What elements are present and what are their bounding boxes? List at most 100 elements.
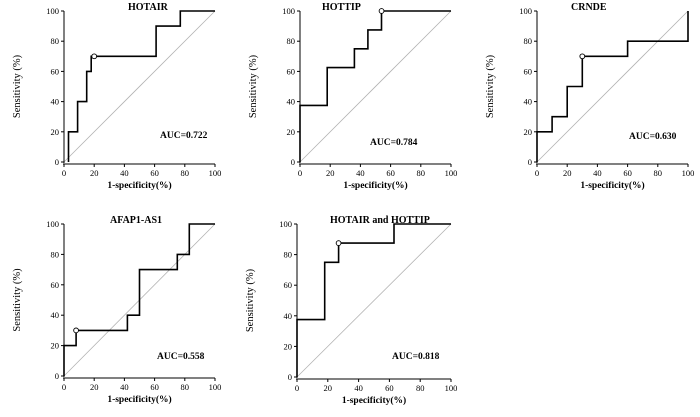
y-tick-label: 80	[287, 36, 296, 46]
y-tick-label: 80	[51, 36, 60, 46]
y-tick-label: 20	[51, 341, 60, 351]
roc-curve	[63, 223, 215, 376]
optimal-cutoff-point	[335, 240, 342, 246]
x-tick-label: 100	[209, 168, 222, 178]
y-tick-label: 0	[291, 157, 295, 167]
y-tick-label: 100	[519, 6, 532, 16]
y-tick-label: 100	[46, 219, 59, 229]
x-axis-label: 1-specificity(%)	[107, 180, 171, 191]
auc-label: AUC=0.558	[157, 352, 205, 362]
x-tick-label: 0	[62, 382, 66, 392]
x-tick-label: 100	[682, 168, 695, 178]
x-tick-label: 20	[90, 168, 99, 178]
auc-label: AUC=0.722	[160, 131, 208, 141]
chart-title: AFAP1-AS1	[110, 215, 162, 226]
y-tick-label: 0	[288, 372, 292, 382]
x-tick-label: 0	[295, 383, 299, 393]
y-tick-label: 40	[524, 97, 533, 107]
x-axis-label: 1-specificity(%)	[342, 395, 406, 406]
chart-title: HOTAIR and HOTTIP	[330, 215, 430, 226]
x-tick-label: 40	[356, 168, 365, 178]
roc-curve	[536, 11, 689, 162]
roc-panel-1: 0 20 40 60 80 100 0 20 40 60 80 100 HOTAIR AUC=0.722 1…	[12, 2, 221, 191]
x-tick-label: 0	[535, 168, 539, 178]
x-axis-label: 1-specificity(%)	[343, 180, 407, 191]
chart-title: HOTTIP	[322, 2, 361, 13]
auc-label: AUC=0.630	[629, 132, 677, 142]
y-tick-label: 20	[284, 341, 293, 351]
x-tick-label: 100	[209, 382, 222, 392]
y-tick-label: 0	[55, 157, 59, 167]
roc-panel-3: 0 20 40 60 80 100 0 20 40 60 80 100 CRNDE AUC=0.630 1-…	[485, 2, 694, 191]
roc-curve	[67, 10, 215, 162]
y-tick-label: 40	[51, 310, 60, 320]
y-tick-label: 60	[284, 280, 293, 290]
y-tick-label: 100	[279, 219, 292, 229]
roc-panel-5: 0 20 40 60 80 100 0 20 40 60 80 100 HOTAIR and HOTTI…	[245, 215, 457, 406]
x-tick-label: 80	[417, 168, 426, 178]
y-axis-label: Sensitivity (%)	[12, 268, 23, 332]
y-tick-label: 60	[51, 66, 60, 76]
x-axis-label: 1-specificity(%)	[580, 180, 644, 191]
x-tick-label: 40	[120, 168, 129, 178]
x-tick-label: 80	[181, 168, 190, 178]
x-tick-label: 20	[90, 382, 99, 392]
y-axis-label: Sensitivity (%)	[12, 54, 23, 118]
y-tick-label: 0	[55, 371, 59, 381]
x-tick-label: 80	[654, 168, 663, 178]
y-tick-label: 80	[524, 36, 533, 46]
reference-diagonal	[63, 10, 216, 163]
auc-label: AUC=0.784	[370, 138, 418, 148]
y-tick-label: 60	[524, 66, 533, 76]
roc-curve	[296, 223, 451, 377]
x-tick-label: 60	[150, 382, 159, 392]
x-tick-label: 0	[298, 168, 302, 178]
roc-panel-4: 0 20 40 60 80 100 0 20 40 60 80 100 AFAP1-AS1 AUC=0.5…	[12, 215, 221, 405]
y-tick-label: 40	[287, 97, 296, 107]
y-tick-label: 80	[284, 250, 293, 260]
y-tick-label: 0	[528, 157, 532, 167]
y-tick-label: 60	[287, 66, 296, 76]
reference-diagonal	[536, 10, 689, 163]
chart-title: CRNDE	[571, 2, 607, 13]
optimal-cutoff-point	[378, 8, 385, 14]
x-tick-label: 40	[120, 382, 129, 392]
x-tick-label: 20	[324, 383, 333, 393]
x-tick-label: 20	[326, 168, 335, 178]
optimal-cutoff-point	[91, 53, 98, 60]
x-tick-label: 0	[62, 168, 66, 178]
reference-diagonal	[296, 223, 452, 378]
x-tick-label: 60	[385, 383, 394, 393]
x-tick-label: 80	[181, 382, 190, 392]
y-axis-label: Sensitivity (%)	[248, 54, 259, 118]
reference-diagonal	[299, 10, 452, 163]
y-tick-label: 40	[51, 97, 60, 107]
y-tick-label: 20	[524, 127, 533, 137]
x-tick-label: 20	[563, 168, 572, 178]
chart-title: HOTAIR	[128, 2, 169, 13]
optimal-cutoff-point	[73, 327, 79, 334]
x-tick-label: 60	[150, 168, 159, 178]
y-tick-label: 20	[51, 127, 60, 137]
x-tick-label: 80	[416, 383, 425, 393]
y-tick-label: 40	[284, 311, 293, 321]
x-tick-label: 40	[354, 383, 363, 393]
roc-panel-2: 0 20 40 60 80 100 0 20 40 60 80 100 HOTTIP AUC=0.784 1…	[248, 2, 457, 191]
y-axis-label: Sensitivity (%)	[245, 268, 256, 332]
x-tick-label: 60	[386, 168, 395, 178]
y-tick-label: 60	[51, 280, 60, 290]
x-axis-label: 1-specificity(%)	[107, 394, 171, 405]
y-tick-label: 100	[282, 6, 295, 16]
auc-label: AUC=0.818	[392, 352, 440, 362]
y-tick-label: 20	[287, 127, 296, 137]
y-axis-label: Sensitivity (%)	[485, 54, 496, 118]
y-tick-label: 80	[51, 249, 60, 259]
x-tick-label: 100	[445, 383, 458, 393]
y-tick-label: 100	[46, 6, 59, 16]
x-tick-label: 60	[623, 168, 632, 178]
roc-curve	[299, 10, 451, 162]
optimal-cutoff-point	[579, 53, 586, 60]
x-tick-label: 100	[445, 168, 458, 178]
x-tick-label: 40	[593, 168, 602, 178]
